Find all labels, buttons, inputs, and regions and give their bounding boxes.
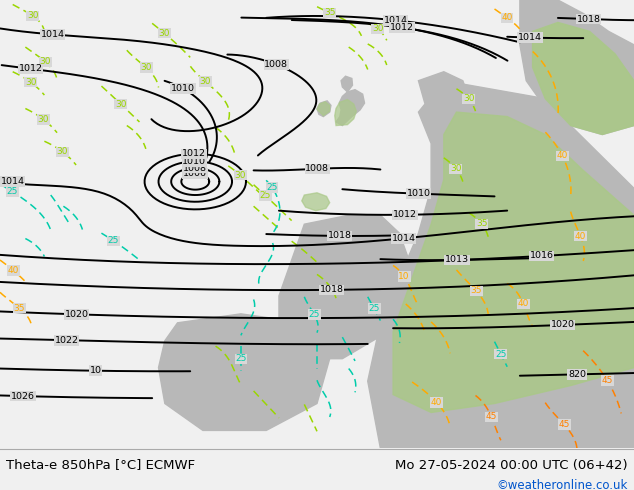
Text: 25: 25 — [309, 310, 320, 319]
Text: 45: 45 — [486, 413, 497, 421]
Text: 40: 40 — [431, 398, 443, 407]
Text: 1020: 1020 — [65, 310, 88, 319]
Text: 1008: 1008 — [306, 164, 329, 173]
Text: 1014: 1014 — [518, 33, 542, 42]
Text: Mo 27-05-2024 00:00 UTC (06+42): Mo 27-05-2024 00:00 UTC (06+42) — [395, 459, 628, 471]
Text: 30: 30 — [27, 11, 39, 20]
Text: 25: 25 — [108, 236, 119, 245]
Text: 30: 30 — [115, 99, 126, 108]
Polygon shape — [279, 215, 412, 359]
Text: 40: 40 — [8, 266, 19, 275]
Text: 1006: 1006 — [183, 169, 207, 178]
Text: 30: 30 — [450, 164, 462, 173]
Text: 1013: 1013 — [445, 255, 469, 265]
Text: 45: 45 — [559, 420, 570, 429]
Polygon shape — [368, 81, 634, 448]
Text: 1026: 1026 — [11, 392, 35, 401]
Text: 820: 820 — [568, 370, 586, 379]
Text: 30: 30 — [39, 57, 51, 66]
Text: 1012: 1012 — [393, 210, 417, 219]
Text: 1014: 1014 — [384, 16, 408, 25]
Text: 40: 40 — [517, 299, 529, 308]
Text: 1022: 1022 — [55, 336, 79, 345]
Text: 30: 30 — [25, 77, 36, 87]
Text: 25: 25 — [7, 187, 18, 196]
Text: 30: 30 — [463, 95, 474, 103]
Text: 1010: 1010 — [171, 84, 195, 93]
Text: 25: 25 — [266, 183, 278, 192]
Polygon shape — [302, 193, 330, 211]
Text: 1020: 1020 — [551, 320, 574, 329]
Text: 1012: 1012 — [18, 64, 42, 74]
Text: 30: 30 — [140, 63, 152, 72]
Text: 40: 40 — [501, 13, 513, 22]
Text: 1010: 1010 — [183, 157, 206, 166]
Polygon shape — [341, 76, 353, 92]
Text: 30: 30 — [372, 24, 384, 33]
Polygon shape — [158, 314, 330, 430]
Polygon shape — [533, 23, 634, 135]
Text: 40: 40 — [575, 232, 586, 241]
Text: 35: 35 — [324, 8, 335, 17]
Text: 30: 30 — [158, 29, 170, 38]
Text: 30: 30 — [56, 147, 68, 156]
Text: 1014: 1014 — [41, 30, 65, 39]
Text: 1018: 1018 — [576, 15, 600, 24]
Text: 25: 25 — [495, 350, 507, 359]
Text: 1008: 1008 — [183, 164, 207, 172]
Text: 35: 35 — [476, 220, 488, 228]
Text: 1018: 1018 — [320, 285, 344, 294]
Text: 45: 45 — [602, 376, 613, 385]
Text: 30: 30 — [37, 115, 49, 124]
Text: 25: 25 — [235, 354, 247, 363]
Text: 1012: 1012 — [390, 23, 414, 32]
Text: Theta-e 850hPa [°C] ECMWF: Theta-e 850hPa [°C] ECMWF — [6, 459, 195, 471]
Text: 35: 35 — [470, 286, 482, 295]
Polygon shape — [418, 72, 469, 108]
Text: 10: 10 — [398, 272, 410, 281]
Text: 1014: 1014 — [392, 234, 416, 243]
Text: 1008: 1008 — [264, 60, 288, 69]
Polygon shape — [520, 0, 634, 135]
Text: 1012: 1012 — [182, 149, 206, 158]
Text: 1010: 1010 — [407, 189, 430, 198]
Text: 1018: 1018 — [328, 231, 351, 241]
Polygon shape — [336, 90, 365, 125]
Text: 1016: 1016 — [530, 251, 553, 261]
Text: 25: 25 — [368, 304, 380, 313]
Text: 30: 30 — [200, 77, 211, 86]
Text: 10: 10 — [89, 366, 101, 375]
Polygon shape — [317, 102, 330, 116]
Text: 40: 40 — [557, 151, 568, 160]
Polygon shape — [317, 101, 331, 117]
Text: ©weatheronline.co.uk: ©weatheronline.co.uk — [496, 479, 628, 490]
Text: 25: 25 — [259, 191, 271, 200]
Text: 30: 30 — [235, 171, 246, 180]
Polygon shape — [335, 99, 356, 125]
Polygon shape — [393, 112, 634, 413]
Text: 1014: 1014 — [1, 177, 25, 186]
Text: 35: 35 — [14, 303, 25, 313]
